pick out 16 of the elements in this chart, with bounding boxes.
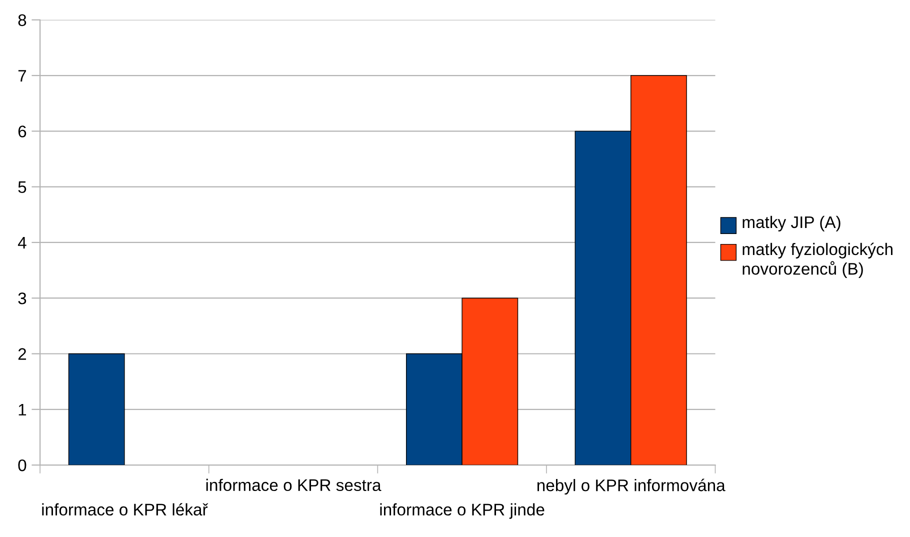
y-tick-label: 7 <box>18 70 26 82</box>
y-tick-label: 4 <box>18 237 26 248</box>
bar <box>68 353 125 466</box>
y-tick-label: 6 <box>18 126 26 138</box>
x-tick-label: informace o KPR sestra <box>206 478 382 492</box>
y-tick-label: 2 <box>18 348 26 360</box>
y-tick-label: 8 <box>18 14 26 26</box>
y-tick-label: 3 <box>18 292 26 304</box>
legend-label: matky fyziologických novorozenců (B) <box>742 242 892 278</box>
x-tick-label: nebyl o KPR informována <box>537 478 726 495</box>
y-tick-label: 0 <box>18 459 26 472</box>
y-tick-label: 1 <box>18 404 26 416</box>
x-tick-label: informace o KPR jinde <box>380 503 544 519</box>
x-tick-label: informace o KPR lékař <box>42 503 208 516</box>
legend-label: matky JIP (A) <box>742 216 840 232</box>
y-tick-label: 5 <box>18 181 26 194</box>
